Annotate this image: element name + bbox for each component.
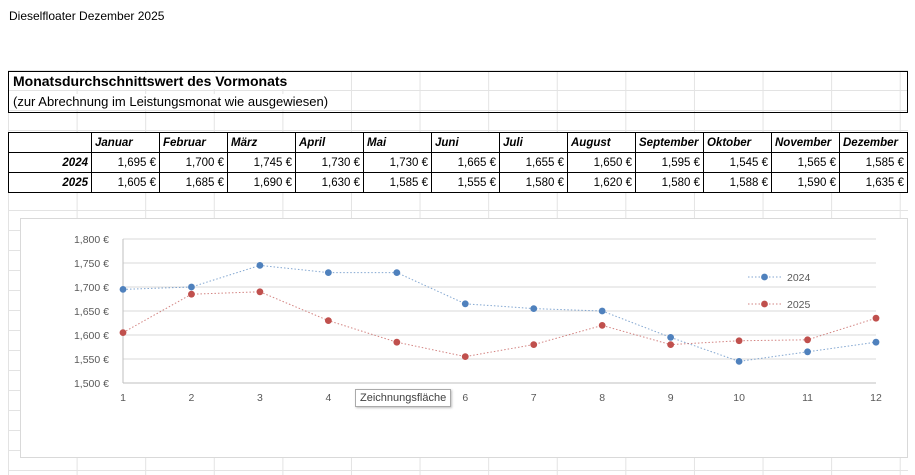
chart-area[interactable]: 1,500 € 1,550 € 1,600 € 1,650 € 1,700 € 1,750… [20, 218, 908, 458]
data-point-2024[interactable] [256, 262, 264, 269]
x-tick-label: 8 [599, 392, 605, 404]
legend-marker-2024 [761, 273, 768, 281]
price-cell[interactable]: 1,605 € [91, 172, 160, 193]
data-point-2024[interactable] [872, 338, 880, 346]
legend-marker-2025 [761, 300, 768, 308]
data-point-2025[interactable] [188, 290, 195, 298]
price-cell[interactable]: 1,565 € [771, 152, 840, 173]
x-tick-label: 4 [325, 392, 331, 404]
price-cell[interactable]: 1,730 € [295, 152, 364, 173]
x-tick-label: 9 [668, 392, 674, 404]
data-point-2025[interactable] [393, 338, 401, 346]
chart-svg[interactable]: 1,500 € 1,550 € 1,600 € 1,650 € 1,700 € 1,750… [21, 219, 907, 457]
price-cell[interactable]: 1,690 € [227, 172, 296, 193]
data-point-2025[interactable] [461, 353, 469, 360]
legend-label: 2025 [787, 299, 811, 311]
price-cell[interactable]: 1,620 € [567, 172, 636, 193]
price-cell[interactable]: 1,745 € [227, 152, 296, 173]
month-header[interactable]: Januar [91, 132, 160, 153]
year-cell[interactable]: 2025 [8, 172, 92, 193]
data-point-2024[interactable] [804, 348, 811, 356]
section-subtitle: (zur Abrechnung im Leistungsmonat wie au… [11, 94, 331, 109]
month-header[interactable]: Februar [159, 132, 228, 153]
x-tick-label: 11 [802, 392, 813, 404]
series-line-2025 [122, 291, 877, 358]
data-point-2024[interactable] [188, 283, 195, 291]
data-point-2024[interactable] [667, 334, 675, 341]
price-cell[interactable]: 1,685 € [159, 172, 228, 193]
price-cell[interactable]: 1,655 € [499, 152, 568, 173]
data-point-2024[interactable] [119, 286, 127, 293]
price-cell[interactable]: 1,695 € [91, 152, 160, 173]
data-point-2025[interactable] [735, 337, 743, 345]
data-point-2025[interactable] [598, 322, 606, 329]
month-header[interactable]: Oktober [703, 132, 772, 153]
price-cell[interactable]: 1,585 € [363, 172, 432, 193]
month-header[interactable]: April [295, 132, 364, 153]
data-point-2024[interactable] [530, 305, 538, 312]
corner-cell[interactable] [8, 132, 92, 153]
x-tick-label: 10 [733, 392, 745, 404]
x-tick-label: 2 [189, 392, 195, 404]
price-cell[interactable]: 1,700 € [159, 152, 228, 173]
y-tick-label: 1,500 € [74, 378, 109, 390]
price-cell[interactable]: 1,588 € [703, 172, 772, 193]
month-header[interactable]: August [567, 132, 636, 153]
data-point-2025[interactable] [324, 317, 332, 324]
data-point-2025[interactable] [872, 314, 880, 322]
price-cell[interactable]: 1,650 € [567, 152, 636, 173]
month-header[interactable]: Juni [431, 132, 500, 153]
month-header[interactable]: März [227, 132, 296, 153]
y-tick-label: 1,600 € [74, 330, 109, 342]
table-row: 2024 1,695 € 1,700 € 1,745 € 1,730 € 1,7… [8, 152, 908, 173]
legend-label: 2024 [787, 272, 811, 284]
x-tick-label: 12 [870, 392, 882, 404]
price-cell[interactable]: 1,630 € [295, 172, 364, 193]
data-point-2025[interactable] [256, 288, 264, 296]
data-point-2024[interactable] [598, 307, 606, 315]
data-point-2025[interactable] [667, 341, 675, 348]
month-header[interactable]: September [635, 132, 704, 153]
month-header[interactable]: Juli [499, 132, 568, 153]
data-point-2025[interactable] [119, 329, 127, 336]
month-header[interactable]: November [771, 132, 840, 153]
price-cell[interactable]: 1,635 € [839, 172, 908, 193]
table-header-row: Januar Februar März April Mai Juni Juli … [8, 132, 908, 153]
x-tick-label: 6 [462, 392, 468, 404]
data-point-2025[interactable] [530, 341, 538, 348]
table-row: 2025 1,605 € 1,685 € 1,690 € 1,630 € 1,5… [8, 172, 908, 193]
section-title: Monatsdurchschnittswert des Vormonats [11, 73, 290, 89]
document-title: Dieselfloater Dezember 2025 [9, 9, 165, 23]
data-point-2024[interactable] [324, 269, 332, 276]
month-header[interactable]: Dezember [839, 132, 908, 153]
price-cell[interactable]: 1,580 € [499, 172, 568, 193]
price-cell[interactable]: 1,555 € [431, 172, 500, 193]
data-point-2024[interactable] [461, 300, 469, 308]
price-cell[interactable]: 1,580 € [635, 172, 704, 193]
plot-area-tooltip: Zeichnungsfläche [355, 389, 452, 407]
month-header[interactable]: Mai [363, 132, 432, 153]
x-tick-label: 1 [120, 392, 126, 404]
price-table: Januar Februar März April Mai Juni Juli … [8, 132, 908, 193]
y-tick-label: 1,750 € [74, 258, 109, 270]
data-point-2024[interactable] [393, 269, 401, 276]
price-cell[interactable]: 1,730 € [363, 152, 432, 173]
x-tick-label: 7 [531, 392, 537, 404]
x-tick-label: 3 [257, 392, 263, 404]
price-cell[interactable]: 1,665 € [431, 152, 500, 173]
price-cell[interactable]: 1,590 € [771, 172, 840, 193]
price-cell[interactable]: 1,595 € [635, 152, 704, 173]
y-tick-label: 1,700 € [74, 282, 109, 294]
y-tick-label: 1,650 € [74, 306, 109, 318]
price-cell[interactable]: 1,545 € [703, 152, 772, 173]
price-cell[interactable]: 1,585 € [839, 152, 908, 173]
y-tick-label: 1,550 € [74, 354, 109, 366]
year-cell[interactable]: 2024 [8, 152, 92, 173]
data-point-2024[interactable] [735, 358, 743, 365]
data-point-2025[interactable] [804, 336, 811, 344]
y-tick-label: 1,800 € [74, 234, 109, 246]
